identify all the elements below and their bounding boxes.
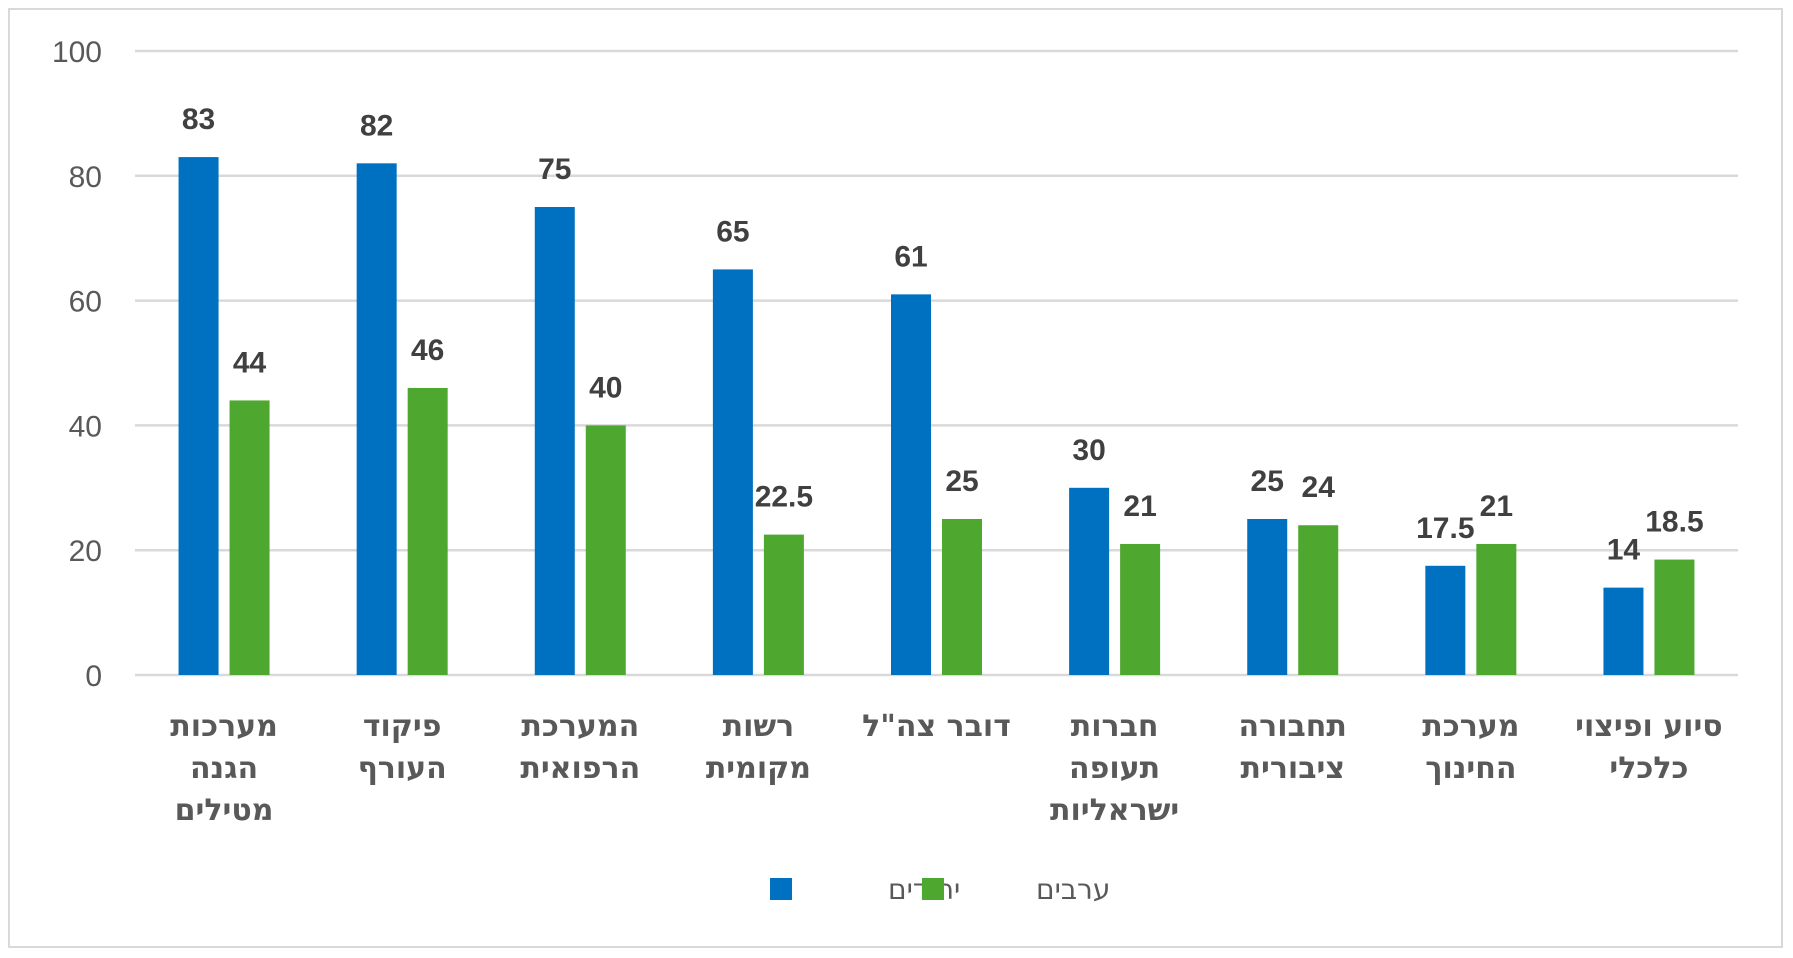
x-axis-category-label: מערכת [1422,709,1519,744]
bar-jews [356,163,397,675]
legend-swatch-jews [770,878,792,900]
y-tick-label: 100 [52,36,102,69]
bar-arabs [942,519,982,675]
bar-arabs [1476,543,1517,675]
x-axis-category-label: כלכלי [1609,751,1688,786]
bar-jews [534,207,575,675]
data-label: 25 [945,465,978,498]
y-tick-label: 20 [69,535,102,568]
data-label: 21 [1480,490,1513,523]
x-axis-category-label: ישראליות [1050,793,1179,828]
y-tick-label: 0 [85,660,102,693]
bar-arabs [229,400,270,675]
y-tick-label: 40 [69,410,102,443]
data-label: 22.5 [755,481,813,514]
x-axis-category-label: תחבורה [1239,709,1347,744]
bar-arabs [1654,559,1695,675]
x-axis-category-label: העורף [358,751,447,786]
legend-swatch-arabs [922,878,944,900]
data-label: 65 [716,215,749,248]
x-axis-category-label: סיוע ופיצוי [1575,709,1723,744]
data-label: 44 [233,346,267,379]
bar-arabs [763,534,804,675]
x-axis-category-label: הגנה [190,751,258,786]
x-axis-category-label: מטילים [175,793,274,828]
data-label: 18.5 [1645,506,1703,539]
bar-jews [1247,519,1288,675]
data-label: 17.5 [1416,512,1474,545]
data-label: 24 [1302,471,1336,504]
y-tick-label: 60 [69,286,102,319]
data-label: 75 [538,153,571,186]
data-label: 83 [182,103,215,136]
x-axis-category-label: הרפואית [520,751,640,786]
x-axis-category-label: פיקוד [363,709,442,744]
x-axis-category-label: חברות [1071,709,1159,744]
data-label: 46 [411,334,444,367]
x-axis-category-label: החינוך [1425,751,1516,786]
x-axis-category-label: מקומית [706,751,811,786]
data-label: 14 [1607,534,1641,567]
x-axis-category-label: רשות [723,709,795,744]
bar-arabs [585,425,626,675]
y-tick-label: 80 [69,161,102,194]
bar-jews [178,157,219,675]
data-label: 61 [894,240,927,273]
data-label: 40 [589,371,622,404]
data-label: 21 [1123,490,1156,523]
x-axis-category-label: מערכות [170,709,278,744]
bar-jews [1603,587,1644,675]
x-axis-category-label: דובר צה"ל [862,709,1011,744]
x-axis-category-label: ציבורית [1241,751,1345,786]
bar-jews [891,294,931,675]
x-axis-category-label: המערכת [521,709,639,744]
bar-arabs [1298,525,1339,675]
bar-arabs [1120,543,1161,675]
bar-arabs [407,387,448,675]
bar-jews [1069,487,1110,675]
legend-label-arabs: ערבים [1036,873,1110,906]
data-label: 82 [360,109,393,142]
bar-jews [712,269,753,675]
bar-jews [1425,565,1466,675]
data-label: 25 [1251,465,1284,498]
data-label: 30 [1072,434,1105,467]
x-axis-category-label: תעופה [1069,751,1160,786]
